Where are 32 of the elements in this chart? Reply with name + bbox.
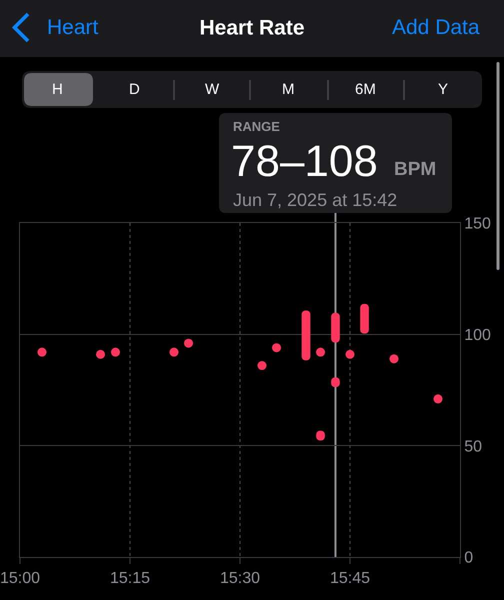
text: Add Data [392,16,480,39]
x-tick-label: 15:30 [220,570,260,588]
y-tick-label: 150 [464,216,491,233]
x-tick-label: 15:00 [0,570,40,588]
point [258,361,266,370]
point [272,343,282,352]
text: D [129,81,140,98]
point [110,348,120,357]
text: RANGE [233,119,280,134]
text: Jun 7, 2025 at 15:42 [233,190,398,210]
y-tick-label: 0 [464,550,474,567]
y-tick-label: 100 [464,326,491,344]
point [316,348,326,357]
text: M [282,81,294,98]
point [184,338,194,348]
point [170,348,178,357]
x-tick-label: 15:45 [330,570,370,588]
x-tick-label: 15:15 [110,570,150,588]
text: Y [438,81,448,98]
text: W [205,81,220,98]
y-tick-label: 50 [464,438,482,456]
text: H [52,81,63,98]
point [38,348,46,357]
chart-title: Heart Rate [199,16,305,40]
point [96,350,106,359]
point [346,350,354,359]
text: BPM [394,159,436,180]
point [390,354,398,364]
text: Heart [47,16,99,39]
text: 6M [355,81,376,98]
text: 78–108 [231,137,378,186]
point [434,394,442,404]
